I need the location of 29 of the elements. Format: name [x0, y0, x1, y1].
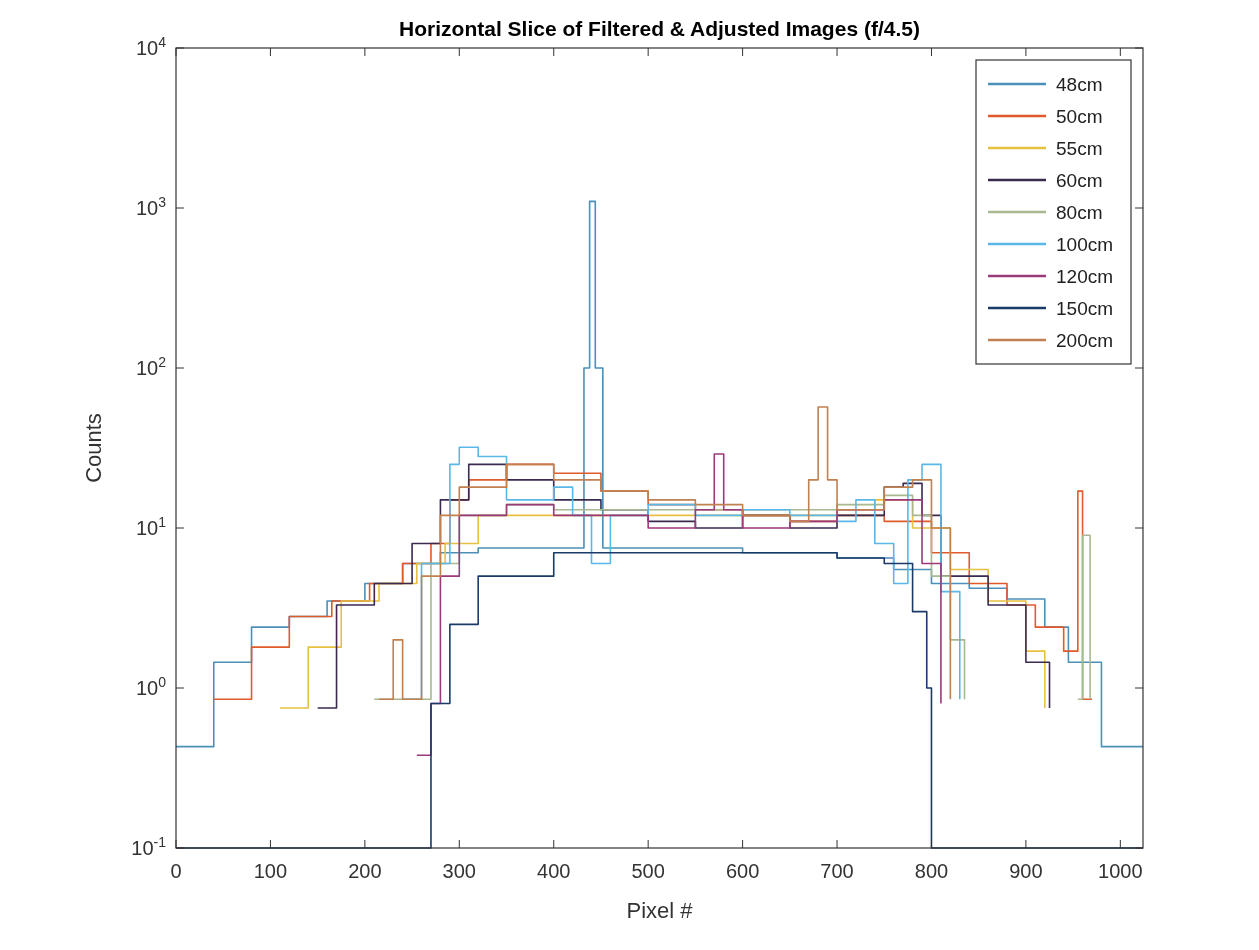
- x-tick-label: 200: [348, 860, 382, 882]
- legend-label: 150cm: [1056, 298, 1114, 319]
- x-tick-label: 300: [442, 860, 476, 882]
- x-tick-label: 400: [537, 860, 571, 882]
- x-tick-label: 100: [253, 860, 288, 882]
- x-tick-label: 700: [820, 860, 854, 882]
- x-tick-label: 500: [631, 860, 665, 882]
- legend-label: 200cm: [1056, 330, 1114, 351]
- x-tick-label: 1000: [1098, 860, 1143, 882]
- y-tick-label: 10$^{4}$: [135, 34, 167, 59]
- x-tick-label: 600: [725, 860, 760, 882]
- legend-label: 80cm: [1056, 202, 1103, 223]
- x-tick-label: 900: [1009, 860, 1043, 882]
- x-tick-label: 800: [914, 860, 949, 882]
- y-tick-label: 10$^{1}$: [135, 514, 167, 539]
- x-axis-title: Pixel #: [626, 898, 694, 923]
- y-tick-label: 10$^{3}$: [135, 194, 167, 219]
- legend-label: 48cm: [1056, 74, 1103, 95]
- y-tick-label: 10$^{0}$: [135, 674, 167, 699]
- chart-title: Horizontal Slice of Filtered & Adjusted Images (f/4.5): [399, 17, 920, 40]
- legend-label: 100cm: [1056, 234, 1114, 255]
- legend-label: 120cm: [1056, 266, 1114, 287]
- y-tick-label: 10$^{2}$: [135, 354, 167, 379]
- legend-label: 50cm: [1056, 106, 1103, 127]
- x-tick-label: 0: [170, 860, 182, 882]
- y-axis-title: Counts: [81, 413, 106, 483]
- y-tick-label: 10$^{-1}$: [131, 834, 167, 859]
- legend-label: 60cm: [1056, 170, 1103, 191]
- legend-label: 55cm: [1056, 138, 1103, 159]
